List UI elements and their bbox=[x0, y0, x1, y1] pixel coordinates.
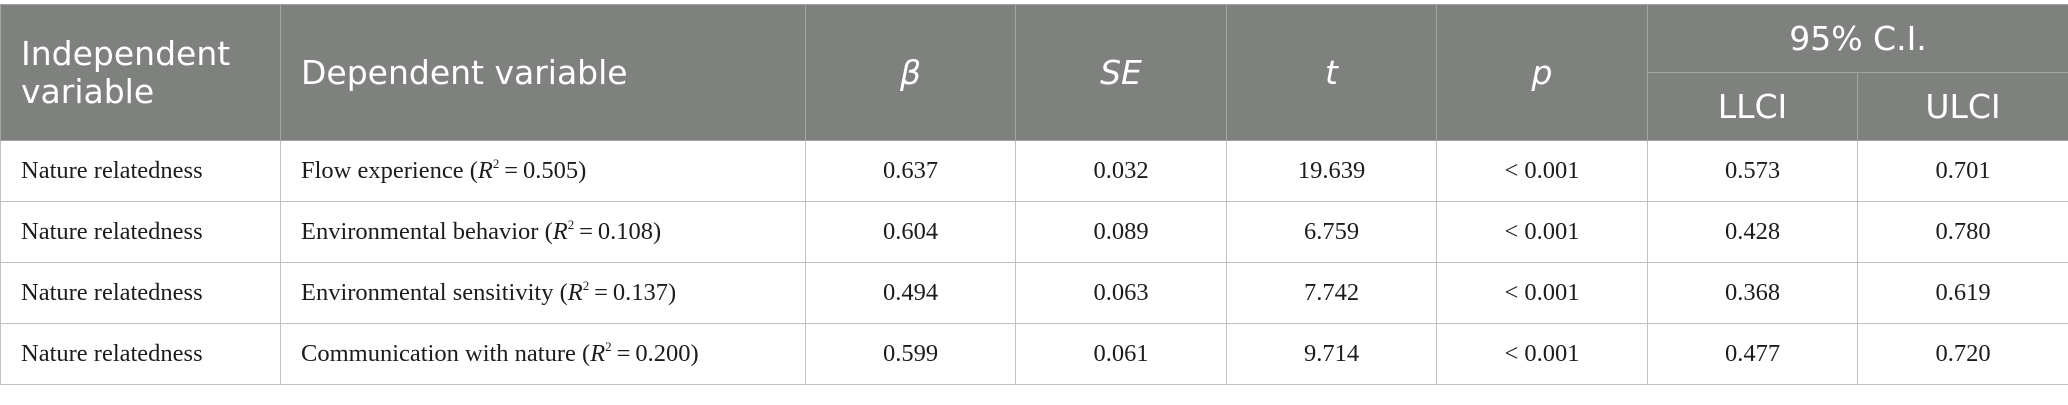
cell-t: 6.759 bbox=[1226, 201, 1437, 263]
table-body: Nature relatedness Flow experience (R2 = … bbox=[0, 140, 2068, 385]
cell-se: 0.032 bbox=[1015, 140, 1227, 202]
cell-independent: Nature relatedness bbox=[0, 201, 281, 263]
header-p: p bbox=[1436, 4, 1648, 141]
table-row: Nature relatedness Flow experience (R2 = … bbox=[0, 140, 2068, 202]
cell-dependent: Communication with nature (R2 = 0.200) bbox=[280, 323, 806, 385]
header-llci: LLCI bbox=[1647, 72, 1858, 141]
r-squared-value: 0.108 bbox=[597, 218, 653, 245]
cell-ulci: 0.720 bbox=[1857, 323, 2068, 385]
cell-p: < 0.001 bbox=[1436, 140, 1648, 202]
cell-p: < 0.001 bbox=[1436, 323, 1648, 385]
cell-ulci: 0.701 bbox=[1857, 140, 2068, 202]
cell-llci: 0.368 bbox=[1647, 262, 1858, 324]
r-squared: (R2 = 0.137) bbox=[559, 278, 677, 306]
dependent-label: Environmental sensitivity bbox=[301, 279, 554, 306]
cell-llci: 0.428 bbox=[1647, 201, 1858, 263]
regression-results-table: Independent variable Dependent variable … bbox=[0, 4, 2068, 385]
header-se: SE bbox=[1015, 4, 1227, 141]
cell-independent: Nature relatedness bbox=[0, 262, 281, 324]
cell-dependent: Environmental behavior (R2 = 0.108) bbox=[280, 201, 806, 263]
dependent-label: Environmental behavior bbox=[301, 218, 539, 245]
header-beta: β bbox=[805, 4, 1016, 141]
header-dependent-variable: Dependent variable bbox=[280, 4, 806, 141]
cell-t: 9.714 bbox=[1226, 323, 1437, 385]
cell-t: 19.639 bbox=[1226, 140, 1437, 202]
table-row: Nature relatedness Environmental behavior… bbox=[0, 201, 2068, 263]
cell-independent: Nature relatedness bbox=[0, 140, 281, 202]
header-t: t bbox=[1226, 4, 1437, 141]
cell-se: 0.063 bbox=[1015, 262, 1227, 324]
cell-beta: 0.604 bbox=[805, 201, 1016, 263]
table-row: Nature relatedness Environmental sensitiv… bbox=[0, 262, 2068, 324]
cell-p: < 0.001 bbox=[1436, 262, 1648, 324]
cell-dependent: Flow experience (R2 = 0.505) bbox=[280, 140, 806, 202]
r-squared-value: 0.137 bbox=[612, 279, 668, 306]
cell-beta: 0.599 bbox=[805, 323, 1016, 385]
r-squared-value: 0.200 bbox=[635, 340, 691, 367]
r-squared: (R2 = 0.108) bbox=[544, 217, 662, 245]
cell-ulci: 0.780 bbox=[1857, 201, 2068, 263]
table-header: Independent variable Dependent variable … bbox=[0, 4, 2068, 141]
cell-dependent: Environmental sensitivity (R2 = 0.137) bbox=[280, 262, 806, 324]
dependent-label: Communication with nature bbox=[301, 340, 576, 367]
header-independent-variable: Independent variable bbox=[0, 4, 281, 141]
cell-llci: 0.477 bbox=[1647, 323, 1858, 385]
r-squared: (R2 = 0.200) bbox=[582, 339, 699, 367]
cell-beta: 0.494 bbox=[805, 262, 1016, 324]
cell-se: 0.089 bbox=[1015, 201, 1227, 263]
cell-independent: Nature relatedness bbox=[0, 323, 281, 385]
header-ulci: ULCI bbox=[1857, 72, 2068, 141]
dependent-label: Flow experience bbox=[301, 157, 464, 184]
cell-llci: 0.573 bbox=[1647, 140, 1858, 202]
cell-ulci: 0.619 bbox=[1857, 262, 2068, 324]
header-ci-group: 95% C.I. bbox=[1647, 4, 2068, 73]
r-squared: (R2 = 0.505) bbox=[469, 156, 587, 184]
cell-beta: 0.637 bbox=[805, 140, 1016, 202]
cell-t: 7.742 bbox=[1226, 262, 1437, 324]
table-row: Nature relatedness Communication with nat… bbox=[0, 323, 2068, 385]
cell-se: 0.061 bbox=[1015, 323, 1227, 385]
r-squared-value: 0.505 bbox=[523, 157, 579, 184]
cell-p: < 0.001 bbox=[1436, 201, 1648, 263]
